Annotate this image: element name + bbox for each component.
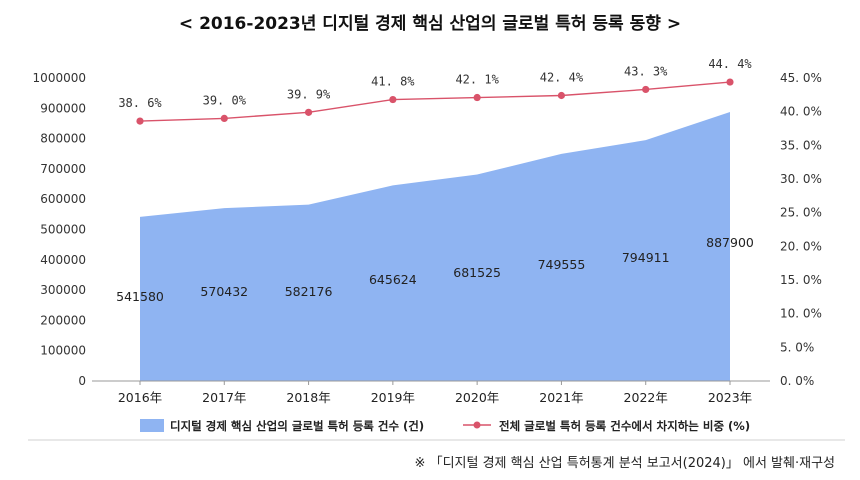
legend-label-area: 디지털 경제 핵심 산업의 글로벌 특허 등록 건수 (건) <box>170 419 424 433</box>
x-axis: 2016年 2017年 2018年 2019年 2020年 2021年 2022年 2023年 <box>118 381 752 405</box>
line-data-label: 41. 8% <box>371 75 415 89</box>
y-right-tick-label: 35. 0% <box>780 138 822 152</box>
line-point <box>726 78 734 86</box>
chart-title: < 2016-2023년 디지털 경제 핵심 산업의 글로벌 특허 등록 동향 … <box>179 13 681 34</box>
x-tick-label: 2018年 <box>286 390 330 405</box>
y-left-tick-label: 300000 <box>40 283 86 297</box>
y-left-tick-label: 200000 <box>40 313 86 327</box>
area-data-label: 582176 <box>285 284 333 299</box>
legend-swatch-marker <box>473 421 481 429</box>
y-left-tick-label: 400000 <box>40 253 86 267</box>
x-tick-label: 2020年 <box>455 390 499 405</box>
area-data-label: 794911 <box>622 250 670 265</box>
line-point <box>136 117 144 125</box>
legend-label-line: 전체 글로벌 특허 등록 건수에서 차지하는 비중 (%) <box>499 419 750 433</box>
line-series: 38. 6% 39. 0% 39. 9% 41. 8% 42. 1% 42. 4% 43. … <box>118 57 752 125</box>
line-point <box>557 91 566 100</box>
area-data-label: 749555 <box>538 257 586 272</box>
legend-swatch-area <box>140 419 164 432</box>
y-left-tick-label: 800000 <box>40 132 86 146</box>
area-data-label: 645624 <box>369 272 417 287</box>
y-right-tick-label: 40. 0% <box>780 105 822 119</box>
y-left-tick-label: 0 <box>78 374 86 388</box>
area-series <box>140 111 730 381</box>
y-right-tick-label: 25. 0% <box>780 206 822 220</box>
line-path <box>139 81 731 122</box>
line-data-label: 43. 3% <box>624 64 668 78</box>
y-left-tick-label: 900000 <box>40 101 86 115</box>
y-left-tick-label: 500000 <box>40 223 86 237</box>
y-left-tick-label: 1000000 <box>33 71 86 85</box>
x-tick-label: 2021年 <box>539 390 583 405</box>
line-data-label: 42. 1% <box>455 73 499 87</box>
y-right-axis: 0. 0% 5. 0% 10. 0% 15. 0% 20. 0% 25. 0% 30. 0%… <box>780 71 822 388</box>
y-left-tick-label: 100000 <box>40 344 86 358</box>
line-data-label: 39. 9% <box>287 87 331 101</box>
y-right-tick-label: 45. 0% <box>780 71 822 85</box>
x-tick-label: 2023年 <box>708 390 752 405</box>
area-data-label: 570432 <box>200 284 248 299</box>
line-point <box>642 85 650 94</box>
area-data-label: 887900 <box>706 235 754 250</box>
y-left-axis: 0 100000 200000 300000 400000 500000 600000 700… <box>33 71 86 388</box>
y-right-tick-label: 30. 0% <box>780 172 822 186</box>
y-right-tick-label: 10. 0% <box>780 307 822 321</box>
y-left-tick-label: 600000 <box>40 192 86 206</box>
line-data-label: 39. 0% <box>203 93 247 107</box>
line-point <box>220 114 228 122</box>
y-right-tick-label: 15. 0% <box>780 273 822 287</box>
line-data-label: 42. 4% <box>540 71 584 85</box>
source-note: ※ 「디지털 경제 핵심 산업 특허통계 분석 보고서(2024)」 에서 발췌… <box>415 456 835 471</box>
y-right-tick-label: 0. 0% <box>780 374 814 388</box>
x-tick-label: 2019年 <box>371 390 415 405</box>
area-fill <box>140 111 730 381</box>
line-point <box>304 108 313 116</box>
legend: 디지털 경제 핵심 산업의 글로벌 특허 등록 건수 (건) 전체 글로벌 특허… <box>140 419 750 433</box>
line-point <box>473 93 481 102</box>
y-right-tick-label: 20. 0% <box>780 239 822 253</box>
line-data-label: 38. 6% <box>118 96 162 110</box>
x-tick-label: 2022年 <box>624 390 668 405</box>
area-data-labels: 541580 570432 582176 645624 681525 749555 7949… <box>116 235 754 304</box>
y-right-tick-label: 5. 0% <box>780 340 814 354</box>
line-point <box>389 95 397 104</box>
line-data-label: 44. 4% <box>708 57 752 71</box>
area-data-label: 681525 <box>453 265 501 280</box>
x-tick-label: 2017年 <box>202 390 246 405</box>
y-left-tick-label: 700000 <box>40 162 86 176</box>
x-tick-label: 2016年 <box>118 390 162 405</box>
area-data-label: 541580 <box>116 289 164 304</box>
